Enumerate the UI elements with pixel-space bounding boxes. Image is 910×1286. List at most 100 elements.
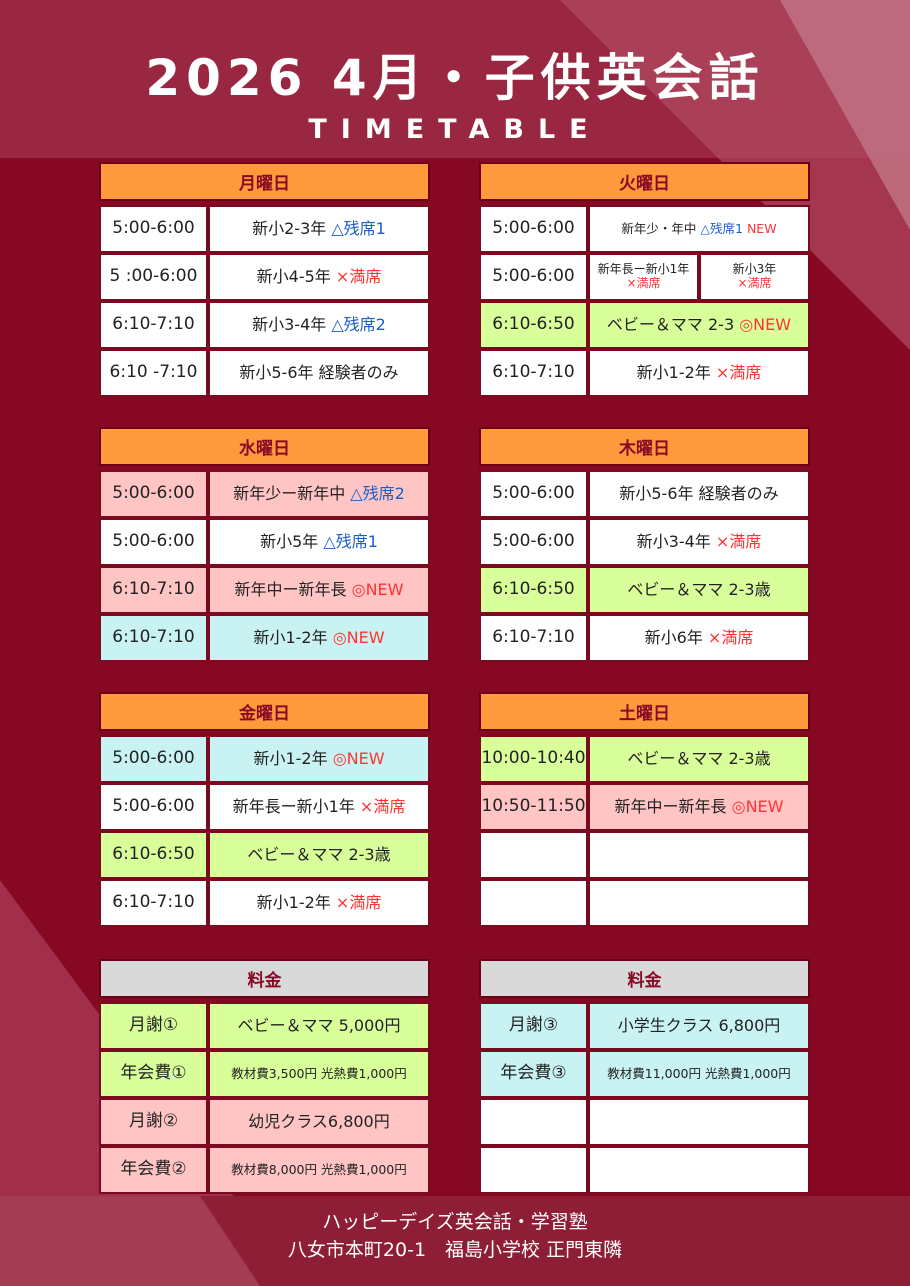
- class-name: 新年少・年中: [621, 220, 701, 236]
- content-cell: [588, 1098, 810, 1146]
- table-row: 6:10-7:10 新年中ー新年長 ◎NEW: [99, 566, 430, 614]
- cell-text: 新年少・年中 △残席1 NEW: [621, 220, 777, 236]
- class-name: 新小6年: [644, 627, 708, 647]
- table-row: 6:10-6:50 ベビー＆ママ 2-3歳: [479, 566, 810, 614]
- time-cell: 5:00-6:00: [479, 253, 588, 301]
- cell-text: 新小5-6年 経験者のみ: [619, 483, 779, 503]
- schedule-block: 月曜日 5:00-6:00 新小2-3年 △残席1 5 :00-6:00 新小4-5年 …: [99, 162, 430, 397]
- class-name: 新小5-6年 経験者のみ: [619, 483, 779, 503]
- time-cell: 6:10 -7:10: [99, 349, 208, 397]
- status-full: ◎NEW: [332, 748, 385, 768]
- status-available: △残席1: [331, 218, 386, 238]
- time-cell: 月謝②: [99, 1098, 208, 1146]
- table-row: 月謝① ベビー＆ママ 5,000円: [99, 1002, 430, 1050]
- schedule-block: 料金 月謝① ベビー＆ママ 5,000円 年会費① 教材費3,500円 光熱費1,000…: [99, 959, 430, 1194]
- status-full: ×満席: [626, 276, 661, 290]
- table-row: 月謝② 幼児クラス6,800円: [99, 1098, 430, 1146]
- time-cell: 6:10-7:10: [99, 566, 208, 614]
- status-full: NEW: [746, 220, 777, 236]
- table-row: 5:00-6:00 新小2-3年 △残席1: [99, 205, 430, 253]
- time-cell: 月謝①: [99, 1002, 208, 1050]
- time-cell: 月謝③: [479, 1002, 588, 1050]
- time-cell: 年会費②: [99, 1146, 208, 1194]
- content-cell: 新小1-2年 ×満席: [588, 349, 810, 397]
- time-cell: [479, 1146, 588, 1194]
- table-row: 6:10-7:10 新小1-2年 ×満席: [99, 879, 430, 927]
- status-full: ◎NEW: [351, 579, 404, 599]
- content-cell: 新年中ー新年長 ◎NEW: [588, 783, 810, 831]
- class-name: ベビー＆ママ 2-3歳: [627, 579, 771, 599]
- content-cell: ベビー＆ママ 2-3歳: [588, 566, 810, 614]
- table-row: 5:00-6:00 新年長ー新小1年 ×満席 新小3年 ×満席: [479, 253, 810, 301]
- class-name: 新年長ー新小1年: [597, 262, 690, 277]
- content-cell: ベビー＆ママ 2-3歳: [588, 735, 810, 783]
- school-address: 八女市本町20-1 福島小学校 正門東隣: [287, 1239, 623, 1261]
- time-cell: 6:10-7:10: [479, 614, 588, 662]
- content-cell: 新小5-6年 経験者のみ: [208, 349, 430, 397]
- class-name: 新年少ー新年中: [233, 483, 351, 503]
- table-row: 5:00-6:00 新小3-4年 ×満席: [479, 518, 810, 566]
- class-name: 新小1-2年: [253, 748, 333, 768]
- table-row: 10:00-10:40 ベビー＆ママ 2-3歳: [479, 735, 810, 783]
- status-full: ×満席: [737, 276, 772, 290]
- time-cell: 6:10-7:10: [99, 614, 208, 662]
- class-name: 新小3年: [732, 262, 777, 277]
- time-cell: [479, 879, 588, 927]
- cell-text: 新小4-5年 ×満席: [257, 266, 382, 286]
- cell-text: 新小5-6年 経験者のみ: [239, 362, 399, 382]
- block-header: 金曜日: [99, 692, 430, 731]
- cell-text: 小学生クラス 6,800円: [617, 1015, 781, 1035]
- table-row: 年会費③ 教材費11,000円 光熱費1,000円: [479, 1050, 810, 1098]
- status-available: △残席1: [323, 531, 378, 551]
- time-cell: 5:00-6:00: [99, 518, 208, 566]
- block-header: 火曜日: [479, 162, 810, 201]
- class-name: 新年長ー新小1年: [232, 796, 360, 816]
- table-row: 10:50-11:50 新年中ー新年長 ◎NEW: [479, 783, 810, 831]
- table-row: 6:10-7:10 新小3-4年 △残席2: [99, 301, 430, 349]
- class-name: 新小5-6年 経験者のみ: [239, 362, 399, 382]
- content-cell: [588, 1146, 810, 1194]
- cell-text: 新小1-2年 ◎NEW: [253, 748, 385, 768]
- class-name: 小学生クラス 6,800円: [617, 1015, 781, 1035]
- time-cell: 10:50-11:50: [479, 783, 588, 831]
- status-full: ×満席: [707, 627, 754, 647]
- schedule-block: 金曜日 5:00-6:00 新小1-2年 ◎NEW 5:00-6:00 新年長ー新小1年…: [99, 692, 430, 927]
- class-name: 新小1-2年: [253, 627, 333, 647]
- cell-text: 教材費11,000円 光熱費1,000円: [607, 1065, 791, 1081]
- content-cell: ベビー＆ママ 2-3歳: [208, 831, 430, 879]
- cell-text: 新小1-2年 ×満席: [636, 362, 762, 382]
- time-cell: 5:00-6:00: [479, 205, 588, 253]
- table-row: [479, 1098, 810, 1146]
- schedule-block: 土曜日 10:00-10:40 ベビー＆ママ 2-3歳 10:50-11:50 新年中ー…: [479, 692, 810, 927]
- table-row: 5 :00-6:00 新小4-5年 ×満席: [99, 253, 430, 301]
- content-cell: 新小4-5年 ×満席: [208, 253, 430, 301]
- time-cell: [479, 831, 588, 879]
- class-name: 教材費11,000円 光熱費1,000円: [607, 1065, 791, 1081]
- status-full: ×満席: [335, 892, 382, 912]
- table-row: 年会費② 教材費8,000円 光熱費1,000円: [99, 1146, 430, 1194]
- status-full: ◎NEW: [332, 627, 385, 647]
- class-name: ベビー＆ママ 2-3歳: [247, 844, 391, 864]
- time-cell: 6:10-7:10: [99, 879, 208, 927]
- status-full: ×満席: [335, 266, 382, 286]
- table-row: 5:00-6:00 新小1-2年 ◎NEW: [99, 735, 430, 783]
- cell-text: ベビー＆ママ 2-3歳: [627, 579, 771, 599]
- page-subtitle: TIMETABLE: [308, 114, 602, 145]
- status-full: ×満席: [359, 796, 406, 816]
- cell-text: 新小5年 △残席1: [260, 531, 378, 551]
- content-cell: 新小5-6年 経験者のみ: [588, 470, 810, 518]
- table-row: 6:10-7:10 新小1-2年 ×満席: [479, 349, 810, 397]
- content-cell: 新小3-4年 ×満席: [588, 518, 810, 566]
- class-name: 新小1-2年: [636, 362, 716, 382]
- content-cell: 新年少ー新年中 △残席2: [208, 470, 430, 518]
- schedule-block: 水曜日 5:00-6:00 新年少ー新年中 △残席2 5:00-6:00 新小5年 △残…: [99, 427, 430, 662]
- time-cell: 5:00-6:00: [99, 783, 208, 831]
- class-name: 新年中ー新年長: [614, 796, 732, 816]
- status-available: △残席1: [700, 220, 747, 236]
- cell-text: 新小2-3年 △残席1: [252, 218, 386, 238]
- time-cell: 6:10-6:50: [479, 566, 588, 614]
- table-row: 6:10-7:10 新小6年 ×満席: [479, 614, 810, 662]
- schedule-block: 木曜日 5:00-6:00 新小5-6年 経験者のみ 5:00-6:00 新小3-4年 …: [479, 427, 810, 662]
- class-name: ベビー＆ママ 2-3: [606, 314, 740, 334]
- status-full: ◎NEW: [739, 314, 792, 334]
